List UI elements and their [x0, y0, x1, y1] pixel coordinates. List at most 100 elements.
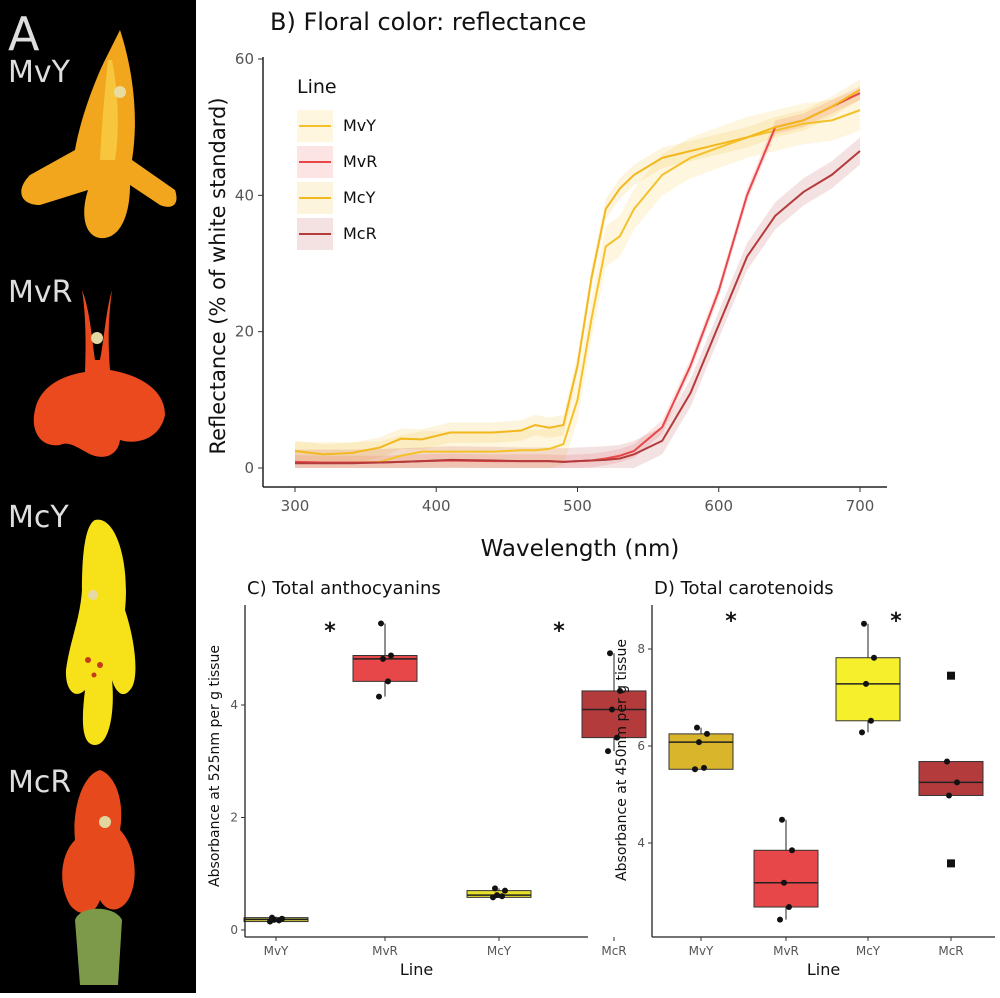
data-point [276, 917, 282, 924]
data-point [385, 678, 391, 685]
significance-star: * [553, 619, 565, 644]
label-mvy: MvY [8, 55, 71, 90]
y-tick-label: 20 [235, 323, 254, 341]
series-line-mcr [295, 150, 861, 465]
y-tick-label: 8 [637, 642, 645, 656]
x-axis-label: Line [400, 960, 433, 979]
x-tick-label: 600 [704, 497, 733, 515]
chart-title: C) Total anthocyanins [247, 578, 441, 599]
label-mcr: McR [8, 765, 71, 800]
flower-mcy [65, 519, 136, 745]
panel-a-photo-column: A MvY MvR McY McR [0, 0, 196, 993]
x-axis-label: Line [807, 960, 840, 979]
data-point [694, 724, 700, 731]
data-point [609, 706, 615, 713]
y-tick-label: 60 [235, 50, 254, 68]
data-point [704, 730, 710, 737]
flower-photos: A MvY MvR McY McR [8, 7, 177, 985]
y-tick-label: 2 [230, 811, 238, 825]
data-point [779, 816, 785, 823]
data-point [946, 792, 952, 799]
box-mvr [753, 849, 819, 908]
y-axis-label: Absorbance at 450nm per g tissue [614, 639, 630, 881]
y-tick-label: 40 [235, 186, 254, 204]
y-tick-label: 4 [637, 836, 645, 850]
x-tick-label: 400 [422, 497, 451, 515]
data-point [492, 885, 498, 892]
data-point [954, 779, 960, 786]
data-point [605, 748, 611, 755]
data-point [696, 739, 702, 746]
y-tick-label: 4 [230, 698, 238, 712]
outlier-point [947, 671, 955, 680]
legend-label: McR [343, 224, 377, 243]
data-point [267, 918, 273, 925]
y-axis-label: Absorbance at 525nm per g tissue [207, 645, 223, 887]
data-point [614, 734, 620, 741]
y-tick-label: 0 [230, 923, 238, 937]
data-point [781, 879, 787, 886]
label-mvr: MvR [8, 275, 72, 310]
data-point [868, 717, 874, 724]
legend-label: MvY [343, 116, 376, 135]
data-point [380, 655, 386, 662]
legend-title: Line [297, 76, 337, 98]
x-tick-label: 700 [846, 497, 875, 515]
box-mcr [581, 690, 647, 739]
chart-title: D) Total carotenoids [654, 578, 834, 599]
ci-ribbon-mvy [295, 89, 860, 469]
data-point [789, 847, 795, 854]
data-point [777, 916, 783, 923]
data-point [859, 729, 865, 736]
x-tick-label: MvR [372, 944, 398, 958]
series-line-mcy [294, 88, 861, 456]
x-axis-label: Wavelength (nm) [481, 536, 680, 562]
chart-title: B) Floral color: reflectance [270, 8, 586, 36]
data-point [871, 654, 877, 661]
significance-star: * [725, 609, 737, 634]
legend-label: MvR [343, 152, 377, 171]
flower-mvr [33, 290, 165, 457]
significance-star: * [324, 619, 336, 644]
y-axis-label: Reflectance (% of white standard) [206, 97, 230, 454]
x-tick-label: 500 [563, 497, 592, 515]
panel-c-anthocyanins-chart: C) Total anthocyanins MvY * MvR McY * McR 0 2 4 Li… [207, 578, 647, 979]
box-mcr [918, 761, 984, 796]
data-point [701, 764, 707, 771]
x-tick-label: 300 [281, 497, 310, 515]
data-point [944, 758, 950, 765]
data-point [607, 650, 613, 657]
box-mvy [668, 733, 734, 770]
y-tick-label: 6 [637, 739, 645, 753]
x-tick-label: McR [938, 944, 963, 958]
data-point [617, 687, 623, 694]
data-point [499, 893, 505, 900]
panel-d-carotenoids-chart: D) Total carotenoids MvY * MvR McY * McR 4 6 8 Lin… [614, 578, 995, 979]
data-point [786, 904, 792, 911]
y-tick-label: 0 [244, 459, 254, 477]
x-tick-label: McR [601, 944, 626, 958]
legend-label: McY [343, 188, 376, 207]
x-tick-label: MvY [264, 944, 289, 958]
significance-star: * [890, 609, 902, 634]
data-point [378, 620, 384, 627]
data-point [388, 652, 394, 659]
data-point [490, 894, 496, 901]
x-tick-label: McY [487, 944, 512, 958]
x-tick-label: McY [856, 944, 881, 958]
x-tick-label: MvY [689, 944, 714, 958]
panel-a-letter: A [8, 7, 40, 61]
ci-ribbon-mcy [295, 79, 860, 465]
data-point [376, 693, 382, 700]
flower-mcr [62, 770, 135, 985]
flower-mvy [21, 30, 177, 239]
data-point [861, 620, 867, 627]
box-mcy [835, 657, 901, 722]
data-point [863, 680, 869, 687]
data-point [502, 887, 508, 894]
label-mcy: McY [8, 500, 69, 535]
outlier-point [947, 859, 955, 868]
data-point [692, 766, 698, 773]
